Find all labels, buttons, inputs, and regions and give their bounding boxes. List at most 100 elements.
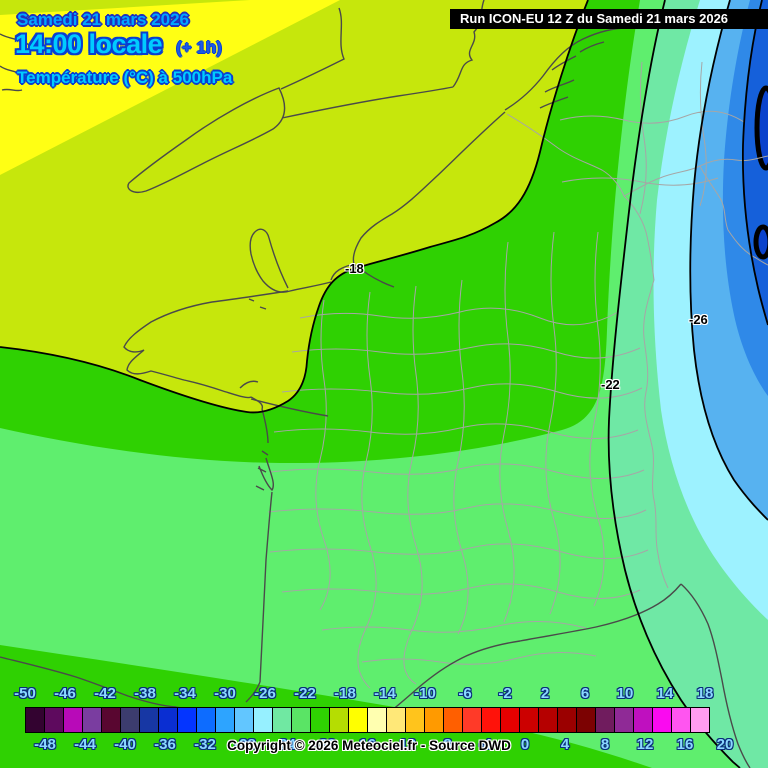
scale-color-cell <box>63 707 83 733</box>
band-green-south <box>0 645 652 768</box>
scale-tick-label: 0 <box>520 736 530 753</box>
contour-minus-30 <box>741 0 768 326</box>
contour-minus-22 <box>607 0 741 768</box>
scale-tick-label: -34 <box>174 685 196 702</box>
scale-tick-label: -14 <box>374 685 396 702</box>
scale-color-cell <box>25 707 45 733</box>
scale-tick-label: -42 <box>94 685 116 702</box>
scale-color-cell <box>481 707 501 733</box>
scale-color-cell <box>671 707 691 733</box>
scale-tick-label: -44 <box>74 736 96 753</box>
contour-value-label: -18 <box>345 261 364 276</box>
scale-color-cell <box>101 707 121 733</box>
scale-color-cell <box>44 707 64 733</box>
scale-color-cell <box>576 707 596 733</box>
date-label: Samedi 21 mars 2026 <box>17 10 190 29</box>
scale-color-cell <box>443 707 463 733</box>
country-borders <box>506 113 768 589</box>
run-info-box: Run ICON-EU 12 Z du Samedi 21 mars 2026 <box>450 9 768 29</box>
scale-tick-label: -18 <box>334 685 356 702</box>
scale-color-cell <box>538 707 558 733</box>
scale-tick-label: 18 <box>696 685 714 702</box>
contour-minus-26 <box>689 0 768 521</box>
scale-color-cell <box>234 707 254 733</box>
scale-color-cell <box>291 707 311 733</box>
contour-minus-18 <box>0 0 589 414</box>
scale-tick-label: -26 <box>254 685 276 702</box>
scale-color-cell <box>272 707 292 733</box>
scale-color-cell <box>500 707 520 733</box>
scale-tick-label: -38 <box>134 685 156 702</box>
copyright-label: Copyright © 2026 Meteociel.fr - Source D… <box>227 738 511 753</box>
coast-mediterranean <box>369 583 751 768</box>
scale-tick-label: -46 <box>54 685 76 702</box>
scale-color-cell <box>462 707 482 733</box>
scale-tick-label: -22 <box>294 685 316 702</box>
time-row: 14:00 locale (+ 1h) <box>15 29 222 60</box>
scale-tick-label: -6 <box>458 685 472 702</box>
coast-atlantic <box>245 408 275 703</box>
scale-tick-label: 12 <box>636 736 654 753</box>
color-scale-bar <box>25 707 710 733</box>
scale-tick-label: -30 <box>214 685 236 702</box>
coast-england <box>0 0 485 193</box>
band-yellow <box>0 0 340 175</box>
scale-tick-label: 6 <box>580 685 590 702</box>
scale-color-cell <box>557 707 577 733</box>
scale-color-cell <box>329 707 349 733</box>
scale-tick-label: -50 <box>14 685 36 702</box>
scale-tick-label: -2 <box>498 685 512 702</box>
time-offset-label: (+ 1h) <box>176 38 222 57</box>
scale-color-cell <box>348 707 368 733</box>
scale-tick-label: -12 <box>394 736 416 753</box>
scale-tick-label: -4 <box>478 736 492 753</box>
scale-tick-label: -16 <box>354 736 376 753</box>
scale-color-cell <box>310 707 330 733</box>
scale-color-cell <box>519 707 539 733</box>
coast-brittany <box>123 290 289 410</box>
scale-color-cell <box>633 707 653 733</box>
scale-tick-label: -8 <box>438 736 452 753</box>
department-borders <box>267 61 768 689</box>
rivers <box>250 263 395 417</box>
scale-tick-label: -28 <box>234 736 256 753</box>
scale-color-cell <box>139 707 159 733</box>
scale-color-cell <box>196 707 216 733</box>
scale-tick-label: 8 <box>600 736 610 753</box>
contour-value-label: -22 <box>601 377 620 392</box>
coast-france-north <box>248 111 506 310</box>
band-dark-core-2 <box>753 224 768 260</box>
scale-tick-label: -48 <box>34 736 56 753</box>
parameter-label: Température (°C) à 500hPa <box>17 68 233 87</box>
coast-netherlands <box>504 27 629 111</box>
scale-color-cell <box>367 707 387 733</box>
scale-tick-label: -40 <box>114 736 136 753</box>
scale-color-cell <box>614 707 634 733</box>
scale-color-cell <box>424 707 444 733</box>
scale-color-cell <box>652 707 672 733</box>
scale-color-cell <box>177 707 197 733</box>
scale-tick-label: -36 <box>154 736 176 753</box>
scale-color-cell <box>215 707 235 733</box>
scale-tick-label: 4 <box>560 736 570 753</box>
scale-color-cell <box>690 707 710 733</box>
scale-tick-label: 2 <box>540 685 550 702</box>
scale-color-cell <box>82 707 102 733</box>
scale-color-cell <box>158 707 178 733</box>
scale-tick-label: 14 <box>656 685 674 702</box>
band-dark-core-1 <box>754 85 768 171</box>
scale-color-cell <box>253 707 273 733</box>
scale-color-cell <box>386 707 406 733</box>
contour-value-label: -26 <box>689 312 708 327</box>
scale-tick-label: -32 <box>194 736 216 753</box>
scale-color-cell <box>120 707 140 733</box>
scale-color-cell <box>595 707 615 733</box>
scale-tick-label: -20 <box>314 736 336 753</box>
time-label: 14:00 locale <box>15 29 163 59</box>
scale-tick-label: 20 <box>716 736 734 753</box>
